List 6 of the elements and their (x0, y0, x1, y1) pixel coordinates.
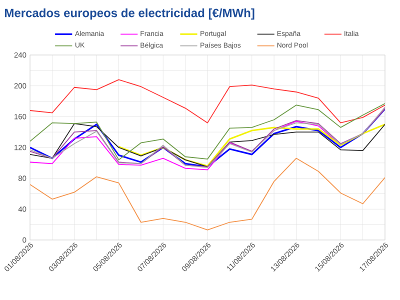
line-series (118, 124, 385, 167)
line-series (30, 158, 385, 230)
line-series (30, 123, 385, 168)
chart-title: Mercados europeos de electricidad [€/MWh] (5, 8, 254, 20)
line-series (30, 103, 385, 160)
line-series (30, 79, 385, 124)
